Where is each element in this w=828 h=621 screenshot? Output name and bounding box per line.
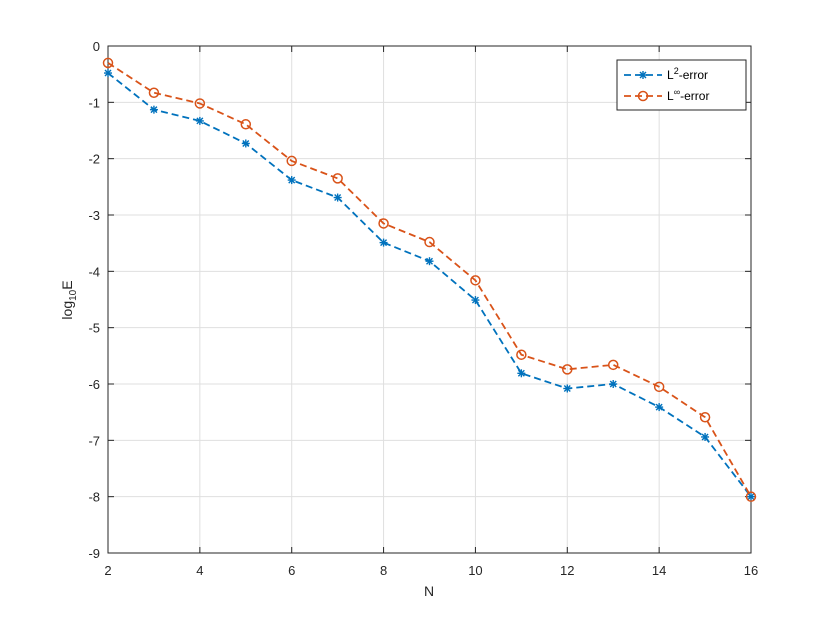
data-point-2 bbox=[562, 364, 573, 375]
data-point-2 bbox=[653, 381, 665, 393]
data-point-1 bbox=[747, 492, 755, 501]
legend-box bbox=[616, 59, 747, 111]
data-point-1 bbox=[149, 105, 158, 114]
y-tick-label: -1 bbox=[88, 95, 100, 110]
y-tick-label: -5 bbox=[88, 321, 100, 336]
data-point-1 bbox=[333, 193, 342, 202]
data-point-2 bbox=[148, 87, 160, 99]
data-point-1 bbox=[609, 380, 618, 388]
y-tick-label: -6 bbox=[88, 377, 100, 392]
y-tick-label: -7 bbox=[88, 433, 100, 448]
data-point-1 bbox=[471, 296, 480, 305]
data-point-1 bbox=[379, 238, 388, 247]
data-point-1 bbox=[701, 432, 710, 441]
data-point-1 bbox=[241, 139, 250, 148]
data-point-2 bbox=[194, 98, 206, 109]
data-point-2 bbox=[102, 57, 114, 69]
data-point-2 bbox=[332, 173, 343, 184]
data-point-2 bbox=[745, 491, 757, 502]
x-axis-label: N bbox=[424, 583, 434, 599]
data-point-2 bbox=[516, 349, 527, 360]
data-point-1 bbox=[195, 116, 204, 125]
series-line-2 bbox=[107, 62, 752, 498]
data-point-1 bbox=[517, 369, 526, 378]
data-point-2 bbox=[699, 411, 711, 423]
legend-label-1: L2-error bbox=[667, 66, 708, 82]
data-point-1 bbox=[563, 384, 572, 393]
x-tick-label: 6 bbox=[288, 563, 295, 578]
data-point-2 bbox=[378, 218, 389, 229]
legend-marker-1 bbox=[639, 71, 647, 79]
legend-marker-2 bbox=[637, 90, 649, 102]
x-tick-label: 14 bbox=[652, 563, 666, 578]
y-tick-label: -8 bbox=[88, 490, 100, 505]
data-point-1 bbox=[104, 69, 112, 78]
plot-background bbox=[108, 46, 751, 553]
data-point-2 bbox=[240, 119, 252, 130]
series-layer bbox=[102, 57, 757, 502]
y-tick-label: -2 bbox=[88, 152, 100, 167]
y-tick-label: -4 bbox=[88, 264, 100, 279]
y-tick-label: -9 bbox=[88, 546, 100, 561]
data-point-1 bbox=[287, 176, 296, 185]
data-point-1 bbox=[425, 257, 434, 266]
y-tick-label: 0 bbox=[93, 39, 100, 54]
legend: L2-error L∞-error bbox=[616, 59, 747, 111]
x-tick-label: 10 bbox=[468, 563, 482, 578]
data-point-2 bbox=[607, 359, 619, 371]
x-tick-label: 4 bbox=[196, 563, 203, 578]
x-tick-label: 2 bbox=[104, 563, 111, 578]
axes-box bbox=[107, 45, 752, 554]
data-point-2 bbox=[286, 155, 297, 167]
y-tick-label: -3 bbox=[88, 208, 100, 223]
data-point-1 bbox=[655, 403, 664, 412]
ticks: 2 4 6 8 10 12 14 16 0 -1 -2 -3 -4 -5 -6 -7 -8 -9 bbox=[88, 39, 758, 578]
x-tick-label: 8 bbox=[380, 563, 387, 578]
x-tick-label: 16 bbox=[744, 563, 758, 578]
axes bbox=[107, 45, 752, 554]
data-point-2 bbox=[424, 236, 435, 248]
x-tick-label: 12 bbox=[560, 563, 574, 578]
data-point-2 bbox=[470, 275, 481, 286]
y-axis-label: log10E bbox=[59, 280, 79, 319]
legend-label-2: L∞-error bbox=[667, 87, 709, 103]
